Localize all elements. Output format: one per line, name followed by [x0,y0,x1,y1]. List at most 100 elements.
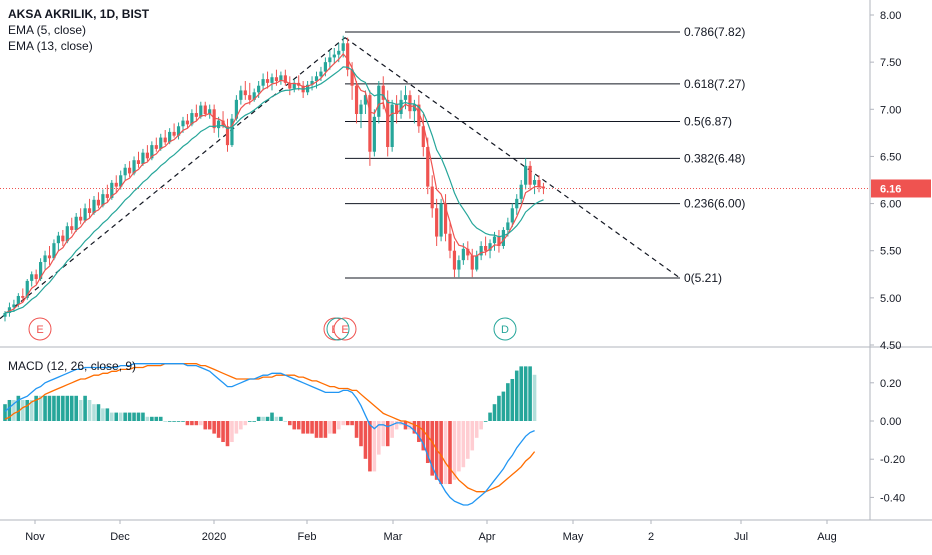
candle-body [430,186,434,209]
indicator-ema13-label[interactable]: EMA (13, close) [8,39,93,53]
event-marker-label: E [341,324,348,336]
candle-body [47,255,52,259]
macd-legend: MACD (12, 26, close, 9) [8,358,136,374]
macd-histogram-bar [270,412,274,421]
macd-label[interactable]: MACD (12, 26, close, 9) [8,359,137,373]
candle-body [448,233,452,251]
macd-histogram-bar [528,366,532,421]
candle-body [435,208,439,237]
macd-histogram-bar [7,399,12,421]
macd-histogram-bar [457,421,461,472]
event-marker-dividend[interactable] [493,317,517,341]
fib-level-label: 0.786(7.82) [684,25,745,39]
macd-histogram-bar [216,421,221,438]
macd-histogram-bar [12,399,16,421]
candle-body [363,95,368,105]
candle-body [136,160,141,164]
candle-body [274,77,279,81]
candle-body [12,304,16,308]
macd-histogram-bar [466,421,470,459]
macd-histogram-bar [394,421,399,430]
time-axis-label: Feb [298,531,317,543]
candle-body [128,167,132,174]
macd-histogram-bar [305,421,310,434]
candle-body [234,99,238,119]
macd-histogram-bar [163,421,167,422]
candle-body [56,235,60,244]
candle-body [354,85,359,114]
price-tick-label: 4.50 [880,340,901,352]
event-markers[interactable]: EEED [28,317,517,341]
indicator-ema5-label[interactable]: EMA (5, close) [8,23,87,37]
candle-body [3,312,7,317]
price-tick-label: 6.00 [880,199,901,211]
candle-body [510,208,514,223]
time-axis-label: Nov [25,531,45,543]
candle-body [221,120,225,127]
candle-body [412,104,416,112]
candle-body [21,295,25,298]
macd-histogram-bar [448,421,452,485]
candle-body [52,243,56,259]
macd-histogram-bar [510,378,515,421]
macd-histogram-bar [61,395,65,421]
macd-signal-line [4,363,536,493]
macd-histogram-bar [492,404,497,421]
candle-body [421,126,425,147]
candle-body [519,184,523,199]
price-tick-label: 6.50 [880,151,901,163]
axes[interactable]: 8.00 7.50 7.00 6.50 6.00 5.50 5.00 4.50 0.20 0.00… [0,0,932,543]
trend-line-up[interactable] [0,37,346,320]
macd-histogram-bar [323,421,328,438]
candle-body [452,250,457,270]
macd-histogram-bar [523,366,528,421]
macd-histogram-bar [421,421,426,451]
macd-histogram-bar [181,421,185,422]
macd-tick-label: -0.20 [880,454,905,466]
candle-body [537,180,541,187]
candle-body [395,104,399,114]
fib-level-label: 0(5.21) [684,271,722,285]
candle-body [532,180,537,185]
macd-histogram-bar [118,412,123,421]
candle-body [492,236,497,244]
fibonacci-retracement[interactable]: 0.786(7.82) 0.618(7.27) 0.5(6.87) 0.382(6.4… [345,25,745,285]
candle-body [528,165,532,185]
candle-body [497,236,501,246]
time-axis-label: 2 [648,531,654,543]
chart-title[interactable]: AKSA AKRILIK, 1D, BIST [8,7,150,21]
candle-body [257,85,261,93]
event-marker-dividend-ring[interactable] [326,317,350,341]
macd-histogram-bar [470,421,475,451]
event-marker-earnings[interactable] [28,317,52,341]
candle-body [261,79,265,86]
macd-histogram-bar [221,421,225,443]
candle-body [248,95,252,100]
candle-body [243,90,247,96]
macd-histogram-bar [483,421,488,422]
macd-histogram-bar [69,395,74,421]
candle-body [292,82,296,89]
time-axis-label: Aug [817,531,837,543]
macd-histogram-bar [87,399,92,421]
candle-body [359,104,363,114]
candle-body [270,77,274,83]
trend-line-down[interactable] [344,37,681,279]
macd-histogram-bar [114,412,119,421]
candle-body [190,113,194,125]
candle-body [163,137,167,143]
macd-histogram-bar [274,416,279,421]
candle-body [341,43,345,51]
macd-histogram-bar [408,421,412,430]
macd-histogram-bar [74,395,78,421]
time-axis-label: 2020 [202,531,226,543]
chart-legend: AKSA AKRILIK, 1D, BIST EMA (5, close) EM… [8,6,149,54]
candle-body [101,194,105,206]
candle-body [141,152,145,164]
macd-histogram-bar [332,421,337,434]
macd-histogram-bar [25,399,30,421]
candle-body [443,203,448,234]
trend-lines[interactable] [0,37,681,320]
event-marker-earnings[interactable] [333,317,357,341]
